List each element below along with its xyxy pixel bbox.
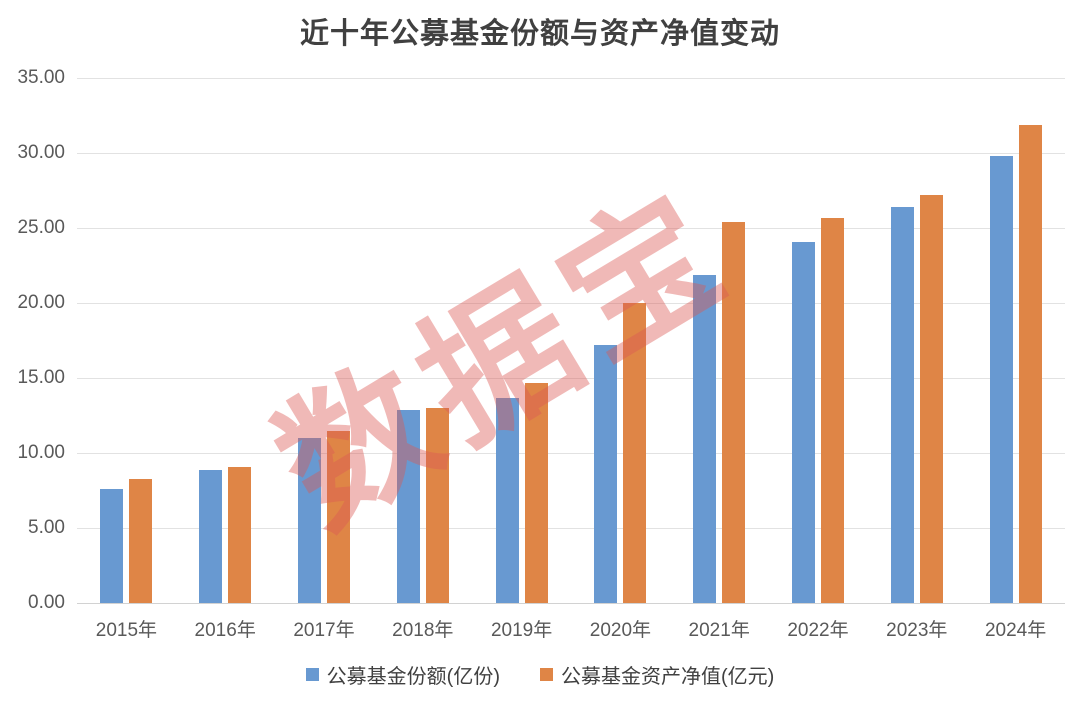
gridline (77, 452, 1065, 454)
gridline (77, 152, 1065, 154)
gridline (77, 377, 1065, 379)
gridline (77, 227, 1065, 229)
x-tick-label: 2015年 (95, 620, 158, 641)
bar-fund-shares-2017 (298, 438, 321, 603)
x-tick-label: 2019年 (490, 620, 553, 641)
y-tick-label: 15.00 (17, 367, 65, 388)
x-tick-label: 2021年 (688, 620, 750, 641)
y-tick-label: 10.00 (17, 442, 65, 463)
legend-item-fund-shares: 公募基金份额(亿份) (305, 660, 500, 689)
legend-label: 公募基金份额(亿份) (326, 665, 500, 688)
legend-item-net-asset-value: 公募基金资产净值(亿元) (540, 660, 774, 689)
bar-net-asset-value-2020 (623, 303, 647, 603)
bar-fund-shares-2019 (495, 397, 519, 603)
bar-fund-shares-2018 (396, 409, 420, 603)
bar-fund-shares-2024 (989, 156, 1013, 603)
x-tick-label: 2016年 (194, 620, 256, 641)
bar-net-asset-value-2017 (327, 430, 350, 603)
bar-net-asset-value-2015 (129, 478, 153, 603)
legend: 公募基金份额(亿份) 公募基金资产净值(亿元) (0, 660, 1080, 688)
legend-label: 公募基金资产净值(亿元) (561, 665, 775, 688)
legend-swatch-net-asset-value (540, 667, 553, 681)
bar-fund-shares-2022 (792, 241, 815, 603)
x-tick-label: 2024年 (984, 620, 1047, 641)
x-tick-label: 2018年 (392, 620, 454, 641)
bar-net-asset-value-2018 (425, 408, 449, 603)
gridline (77, 602, 1065, 604)
gridline (77, 527, 1065, 529)
bar-fund-shares-2021 (693, 274, 717, 603)
plot-area (77, 77, 1065, 604)
bar-net-asset-value-2022 (821, 217, 844, 603)
y-tick-label: 25.00 (17, 217, 65, 238)
x-tick-label: 2020年 (589, 620, 652, 641)
y-tick-label: 5.00 (28, 517, 65, 538)
x-tick-label: 2022年 (787, 620, 849, 641)
bar-fund-shares-2015 (100, 489, 124, 603)
bar-net-asset-value-2019 (524, 382, 548, 603)
bar-net-asset-value-2016 (228, 466, 252, 603)
bar-fund-shares-2016 (199, 469, 223, 603)
bar-net-asset-value-2024 (1018, 124, 1042, 603)
gridline (77, 77, 1065, 79)
bar-net-asset-value-2023 (919, 195, 943, 603)
y-tick-label: 20.00 (17, 292, 65, 313)
y-tick-label: 0.00 (28, 592, 65, 613)
bar-fund-shares-2023 (890, 207, 914, 603)
legend-swatch-fund-shares (305, 667, 319, 681)
chart-title: 近十年公募基金份额与资产净值变动 (299, 18, 780, 50)
x-tick-label: 2017年 (293, 620, 355, 641)
y-tick-label: 30.00 (17, 142, 65, 163)
bar-net-asset-value-2021 (722, 222, 746, 603)
x-axis: 2015年 2016年 2017年 2018年 2019年 2020年 2021年 2022年… (77, 615, 1065, 643)
bar-fund-shares-2020 (594, 345, 618, 603)
gridline (77, 302, 1065, 304)
y-axis: 35.00 30.00 25.00 20.00 15.00 10.00 5.00 0.00 (0, 67, 65, 613)
y-tick-label: 35.00 (17, 67, 65, 88)
x-tick-label: 2023年 (886, 620, 948, 641)
